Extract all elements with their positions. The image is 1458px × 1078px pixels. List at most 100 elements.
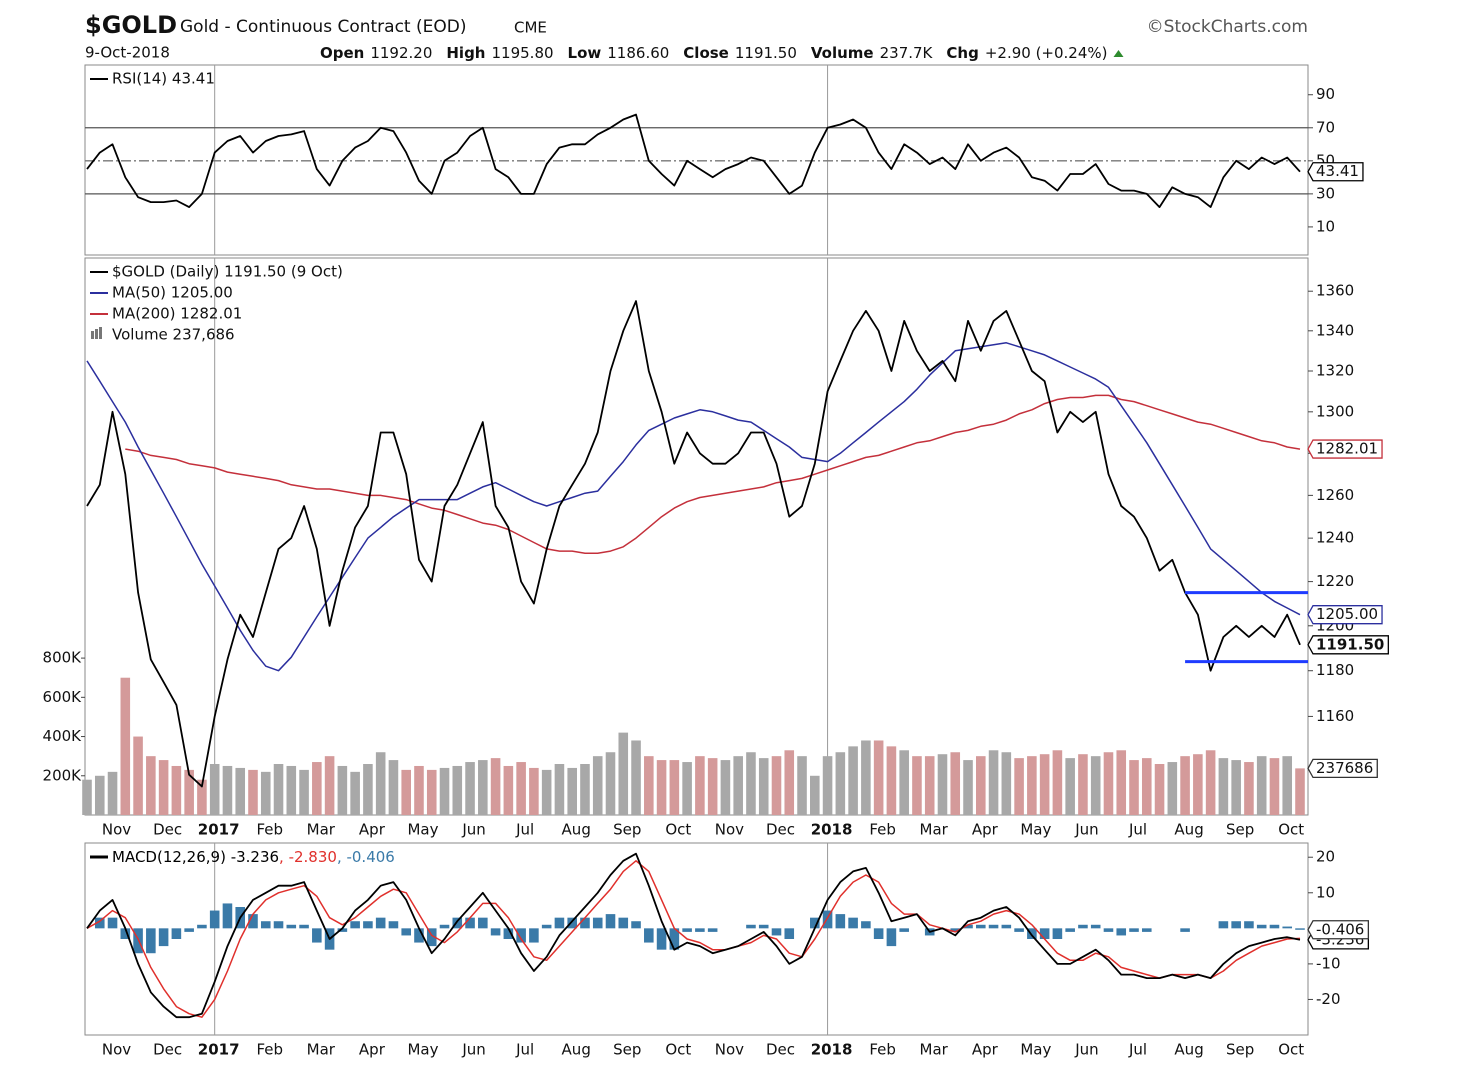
x-tick-label: Feb bbox=[869, 821, 896, 839]
bar bbox=[580, 764, 590, 815]
y-tick-label: 1300 bbox=[1316, 402, 1354, 420]
end-value-label: 1282.01 bbox=[1316, 440, 1378, 458]
bar bbox=[861, 740, 871, 815]
bar bbox=[452, 765, 463, 815]
x-tick-label: Apr bbox=[359, 821, 386, 839]
bar bbox=[401, 928, 411, 936]
bar bbox=[835, 752, 846, 815]
bar bbox=[631, 740, 641, 815]
bar bbox=[1103, 928, 1114, 932]
bar bbox=[1090, 924, 1101, 929]
bar bbox=[1039, 754, 1050, 815]
bar bbox=[94, 917, 105, 929]
bar bbox=[950, 752, 961, 815]
y-tick-label: 10 bbox=[1316, 217, 1335, 235]
bar bbox=[197, 779, 207, 815]
instrument-name: Gold - Continuous Contract (EOD) bbox=[180, 17, 466, 37]
series-line bbox=[86, 860, 1301, 1018]
bar bbox=[848, 746, 858, 815]
bar bbox=[784, 928, 795, 939]
bar bbox=[848, 917, 858, 929]
panel-frame bbox=[84, 257, 1309, 816]
bar bbox=[299, 769, 309, 815]
bar bbox=[478, 760, 488, 815]
quote-value: 1192.20 bbox=[370, 44, 432, 62]
y-tick-label: 1240 bbox=[1316, 529, 1354, 547]
bar bbox=[388, 760, 399, 815]
bar bbox=[363, 921, 373, 929]
x-tick-label: 2018 bbox=[811, 1041, 853, 1059]
bar bbox=[1141, 758, 1152, 815]
y-tick-label: -10 bbox=[1316, 954, 1341, 972]
bar bbox=[120, 928, 131, 939]
legend-swatch bbox=[91, 331, 94, 339]
bar bbox=[899, 928, 909, 932]
bar bbox=[426, 928, 437, 947]
series-line bbox=[86, 852, 1301, 1019]
legend-swatch bbox=[95, 329, 98, 339]
y-tick-label: 1220 bbox=[1316, 572, 1354, 590]
bar bbox=[184, 928, 194, 932]
quote-label: Volume bbox=[811, 44, 874, 62]
bar bbox=[286, 765, 297, 815]
bar bbox=[1065, 758, 1075, 815]
series-line bbox=[86, 300, 1301, 788]
bar bbox=[746, 752, 756, 815]
bar bbox=[197, 924, 207, 929]
bar bbox=[324, 756, 335, 815]
bar bbox=[822, 756, 833, 815]
x-tick-label: Aug bbox=[1174, 821, 1203, 839]
bar bbox=[631, 921, 641, 929]
bar bbox=[810, 775, 820, 815]
bar bbox=[822, 910, 833, 929]
bar bbox=[695, 756, 705, 815]
bar bbox=[758, 758, 769, 815]
x-tick-label: Aug bbox=[562, 821, 591, 839]
bar bbox=[1065, 928, 1075, 932]
legend-entry: MA(50) 1205.00 bbox=[112, 284, 233, 302]
x-tick-label: 2018 bbox=[811, 821, 853, 839]
y2-tick-label: 200K bbox=[43, 766, 83, 784]
x-tick-label: Apr bbox=[972, 821, 999, 839]
bar bbox=[1078, 754, 1088, 815]
x-tick-label: Sep bbox=[613, 821, 641, 839]
bar bbox=[1256, 924, 1267, 929]
bar bbox=[516, 762, 526, 815]
x-tick-label: 2017 bbox=[198, 1041, 240, 1059]
bar bbox=[1154, 764, 1165, 815]
x-tick-label: Nov bbox=[102, 1041, 131, 1059]
bar bbox=[503, 765, 514, 815]
bar bbox=[209, 910, 220, 929]
bar bbox=[363, 764, 373, 815]
bar bbox=[618, 732, 629, 815]
bar bbox=[580, 917, 590, 929]
end-value-box bbox=[1307, 439, 1383, 459]
bar bbox=[260, 921, 271, 929]
x-tick-label: Mar bbox=[920, 821, 949, 839]
bar bbox=[1180, 928, 1190, 932]
bar bbox=[1027, 928, 1037, 939]
bar bbox=[1090, 756, 1101, 815]
exchange: CME bbox=[514, 19, 547, 37]
bar bbox=[1052, 750, 1063, 815]
x-tick-label: Dec bbox=[153, 1041, 182, 1059]
bar bbox=[107, 917, 118, 929]
y-tick-label: 70 bbox=[1316, 118, 1335, 136]
x-tick-label: May bbox=[1020, 1041, 1051, 1059]
bar bbox=[439, 924, 450, 929]
bar bbox=[937, 754, 948, 815]
series-line bbox=[125, 394, 1301, 555]
bar bbox=[861, 921, 871, 929]
bar bbox=[567, 767, 577, 815]
bar bbox=[541, 924, 552, 929]
bar bbox=[465, 762, 475, 815]
end-value-box bbox=[1307, 758, 1378, 779]
y-tick-label: 1160 bbox=[1316, 707, 1354, 725]
bar bbox=[107, 771, 118, 815]
bar bbox=[656, 928, 667, 950]
bar bbox=[592, 917, 603, 929]
x-tick-label: May bbox=[407, 821, 438, 839]
bar bbox=[133, 736, 143, 815]
y-tick-label: 1260 bbox=[1316, 486, 1354, 504]
bar bbox=[1001, 752, 1012, 815]
